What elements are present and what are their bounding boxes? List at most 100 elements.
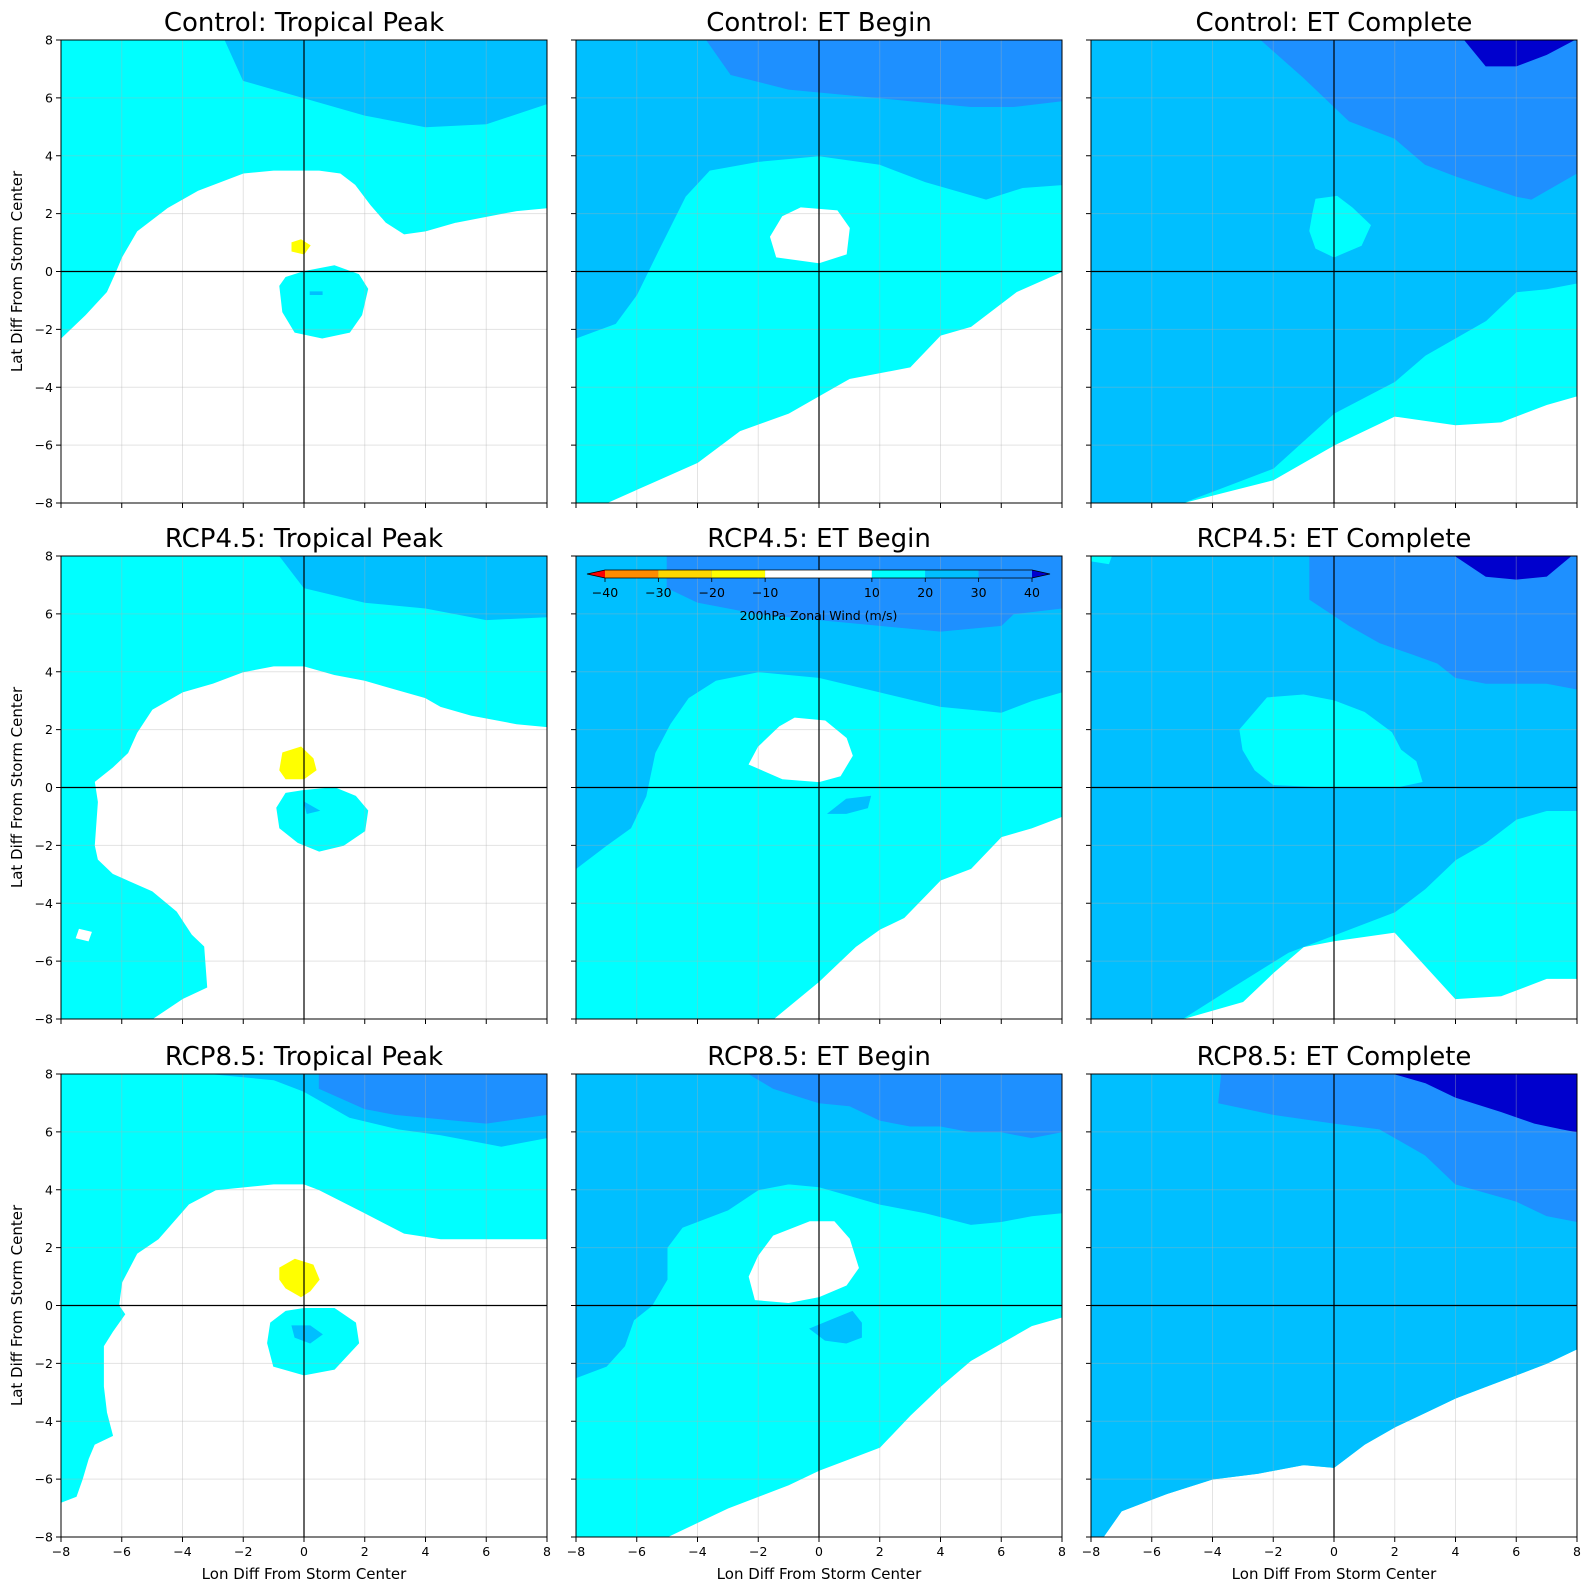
panel-title: Control: ET Complete	[1196, 8, 1473, 38]
contour-region	[576, 1074, 1062, 1379]
contour-region	[576, 40, 1062, 339]
contour-region	[706, 40, 1062, 107]
contour-region	[61, 556, 547, 1019]
y-tick-label: −2	[35, 838, 53, 853]
y-tick-label: −2	[35, 1356, 53, 1371]
x-tick-label: −4	[1203, 1544, 1221, 1559]
y-tick-label: 8	[45, 33, 53, 48]
x-tick-label: −6	[1143, 1544, 1161, 1559]
contour-region	[1446, 1493, 1577, 1537]
panel-title: RCP4.5: ET Complete	[1197, 524, 1472, 554]
y-tick-label: 4	[45, 148, 53, 163]
y-tick-label: −6	[35, 438, 53, 453]
colorbar-tick-label: −40	[592, 585, 618, 600]
x-axis-label: Lon Diff From Storm Center	[1232, 1565, 1437, 1583]
colorbar-bin	[711, 570, 766, 578]
colorbar-bin	[925, 570, 979, 578]
contour-region	[279, 556, 547, 621]
contour-region	[291, 1325, 323, 1344]
x-tick-label: 0	[300, 1544, 308, 1559]
contour-region	[279, 265, 369, 339]
x-tick-label: 0	[815, 1544, 823, 1559]
x-tick-label: −6	[628, 1544, 646, 1559]
panel-8: −8 −6 −4 −2 0 2 4 6 8 RCP8.5: ET Begin Lon Diff Fr…	[567, 1042, 1066, 1583]
colorbar-label: 200hPa Zonal Wind (m/s)	[740, 608, 898, 623]
y-tick-label: −8	[35, 1012, 53, 1027]
panel-4: −8 −6 −4 −2 0 2 4 6 8 RCP4.5: Tropical Peak Lat Di…	[8, 524, 548, 1027]
contour-region	[1394, 1074, 1577, 1133]
y-tick-label: 4	[45, 664, 53, 679]
x-tick-label: 8	[543, 1544, 551, 1559]
x-tick-label: 0	[1330, 1544, 1338, 1559]
colorbar-tick-label: 30	[971, 585, 987, 600]
x-tick-label: 6	[482, 1544, 490, 1559]
colorbar-tick-label: −30	[645, 585, 671, 600]
y-tick-label: −8	[35, 496, 53, 511]
contour-region	[1309, 195, 1371, 258]
contour-fills	[61, 556, 547, 1019]
y-tick-label: −4	[35, 896, 53, 911]
y-axis-label: Lat Diff From Storm Center	[8, 170, 26, 372]
y-tick-label: 0	[45, 1298, 53, 1313]
colorbar-tick-label: 10	[864, 585, 880, 600]
colorbar-bin	[765, 570, 872, 578]
colorbar: −40 −30 −20 −10 10 20 30 40 200hPa Zonal Wind (m…	[586, 569, 1051, 623]
y-tick-label: −6	[35, 1472, 53, 1487]
y-axis-label: Lat Diff From Storm Center	[8, 1204, 26, 1406]
x-tick-label: −8	[1082, 1544, 1100, 1559]
colorbar-tick-label: 40	[1024, 585, 1040, 600]
contour-region	[309, 291, 323, 296]
colorbar-extend-high	[1032, 570, 1050, 578]
panel-1: −8 −6 −4 −2 0 2 4 6 8 Control: Tropical Peak Lat D…	[8, 8, 548, 511]
x-tick-label: −4	[173, 1544, 191, 1559]
panel-9: −8 −6 −4 −2 0 2 4 6 8 RCP8.5: ET Complete Lon Diff…	[1082, 1042, 1581, 1583]
y-tick-label: −8	[35, 1530, 53, 1545]
x-tick-label: −6	[113, 1544, 131, 1559]
panel-title: RCP8.5: ET Complete	[1197, 1042, 1472, 1072]
x-tick-label: −2	[749, 1544, 767, 1559]
y-tick-label: 0	[45, 780, 53, 795]
x-tick-label: 6	[1512, 1544, 1520, 1559]
x-tick-label: 4	[422, 1544, 430, 1559]
colorbar-extend-low	[587, 570, 605, 578]
panel-2: Control: ET Begin	[571, 8, 1063, 508]
y-tick-label: 0	[45, 264, 53, 279]
panel-6: RCP4.5: ET Complete	[1086, 524, 1578, 1024]
panel-title: RCP4.5: Tropical Peak	[165, 524, 443, 554]
contour-region	[1239, 694, 1423, 788]
colorbar-bin	[871, 570, 926, 578]
contour-region	[576, 556, 1062, 870]
colorbar-tick-label: −10	[752, 585, 778, 600]
y-tick-label: 6	[45, 90, 53, 105]
x-tick-label: 6	[997, 1544, 1005, 1559]
colorbar-bin	[978, 570, 1032, 578]
contour-region	[1309, 556, 1577, 690]
y-axis-label: Lat Diff From Storm Center	[8, 686, 26, 888]
x-tick-label: 8	[1573, 1544, 1581, 1559]
panel-title: RCP4.5: ET Begin	[707, 524, 931, 554]
y-tick-label: 6	[45, 606, 53, 621]
contour-region	[291, 239, 311, 255]
x-tick-label: 2	[361, 1544, 369, 1559]
y-tick-label: −2	[35, 322, 53, 337]
x-axis-label: Lon Diff From Storm Center	[202, 1565, 407, 1583]
y-tick-label: −6	[35, 954, 53, 969]
y-tick-label: 6	[45, 1124, 53, 1139]
contour-region	[809, 1310, 862, 1344]
contour-fills	[61, 1074, 547, 1503]
x-tick-label: 4	[937, 1544, 945, 1559]
contour-region	[826, 795, 872, 814]
x-tick-label: −2	[234, 1544, 252, 1559]
contour-region	[748, 1221, 859, 1304]
contour-region	[279, 1258, 320, 1298]
contour-region	[1218, 1074, 1577, 1223]
x-tick-label: 8	[1058, 1544, 1066, 1559]
x-tick-label: −8	[567, 1544, 585, 1559]
panel-title: RCP8.5: Tropical Peak	[165, 1042, 443, 1072]
panel-3: Control: ET Complete	[1086, 8, 1578, 508]
y-tick-label: 4	[45, 1182, 53, 1197]
contour-region	[1454, 556, 1572, 580]
contour-region	[303, 801, 321, 814]
contour-region	[318, 1074, 547, 1124]
